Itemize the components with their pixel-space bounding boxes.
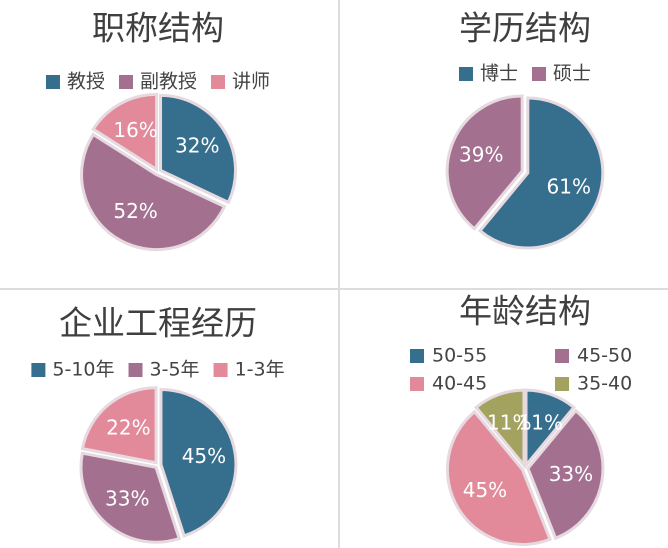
legend-swatch bbox=[211, 75, 226, 89]
value-label: 33% bbox=[549, 462, 593, 486]
legend-swatch bbox=[128, 363, 143, 377]
legend-label: 45-50 bbox=[577, 345, 632, 367]
pie-slice bbox=[80, 386, 158, 465]
legend-swatch bbox=[410, 349, 424, 363]
pie-slice bbox=[524, 388, 576, 470]
value-label: 11% bbox=[519, 411, 563, 435]
legend-label: 40-45 bbox=[432, 373, 487, 395]
pie-slice bbox=[445, 409, 552, 547]
legend-swatch bbox=[555, 349, 569, 363]
legend: 教授 副教授 讲师 bbox=[45, 71, 270, 93]
legend: 博士 硕士 bbox=[458, 63, 591, 85]
pie-slice bbox=[91, 92, 159, 173]
value-label: 45% bbox=[182, 444, 226, 468]
legend-label: 50-55 bbox=[432, 345, 487, 367]
value-label: 16% bbox=[113, 118, 157, 142]
pie-slice bbox=[80, 132, 227, 252]
chart-title: 年龄结构 bbox=[459, 292, 591, 331]
pie-slice bbox=[445, 94, 524, 231]
legend-label: 5-10年 bbox=[52, 359, 114, 381]
legend-swatch bbox=[118, 75, 133, 89]
legend-swatch bbox=[410, 377, 424, 391]
value-label: 45% bbox=[463, 478, 507, 502]
legend-label: 副教授 bbox=[140, 71, 197, 93]
pie-slice bbox=[477, 96, 605, 250]
legend-label: 1-3年 bbox=[235, 359, 285, 381]
value-label: 52% bbox=[113, 199, 157, 223]
pie-slice bbox=[159, 93, 237, 205]
legend-swatch bbox=[532, 67, 546, 81]
chart-title: 学历结构 bbox=[459, 9, 591, 48]
legend: 5-10年 3-5年 1-3年 bbox=[31, 359, 285, 381]
value-label: 39% bbox=[459, 143, 503, 167]
value-label: 33% bbox=[105, 486, 149, 510]
pie-slice bbox=[159, 388, 238, 538]
legend-label: 博士 bbox=[480, 63, 518, 85]
legend-label: 讲师 bbox=[232, 71, 270, 93]
chart-title: 职称结构 bbox=[92, 9, 224, 48]
legend-label: 3-5年 bbox=[150, 359, 200, 381]
legend-label: 教授 bbox=[67, 71, 105, 93]
legend-swatch bbox=[45, 75, 60, 89]
value-label: 32% bbox=[175, 134, 219, 158]
legend-swatch bbox=[31, 363, 46, 377]
legend-swatch bbox=[458, 67, 473, 81]
value-label: 11% bbox=[487, 411, 531, 435]
legend-swatch bbox=[555, 377, 569, 391]
legend-label: 硕士 bbox=[553, 63, 591, 85]
legend-label: 35-40 bbox=[577, 373, 632, 395]
value-label: 61% bbox=[547, 174, 591, 198]
pie-slice bbox=[526, 408, 605, 541]
legend-swatch bbox=[213, 363, 228, 377]
chart-title: 企业工程经历 bbox=[59, 304, 257, 343]
pie-slice bbox=[79, 451, 182, 544]
pie-slice bbox=[474, 388, 526, 470]
value-label: 22% bbox=[106, 416, 150, 440]
